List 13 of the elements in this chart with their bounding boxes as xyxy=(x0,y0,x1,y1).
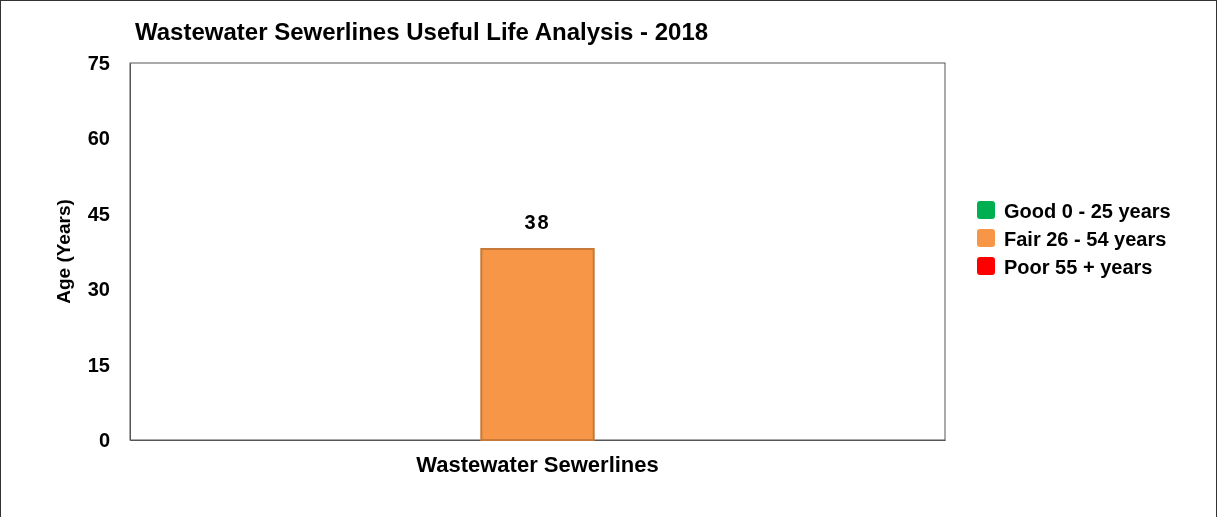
y-tick-label: 60 xyxy=(87,127,110,150)
chart-title: Wastewater Sewerlines Useful Life Analysis - 2018 xyxy=(135,18,709,45)
data-label: 38 xyxy=(524,210,551,233)
legend-label: Poor 55 + years xyxy=(1004,256,1153,278)
y-tick-label: 15 xyxy=(87,353,110,376)
legend-label: Good 0 - 25 years xyxy=(1004,200,1171,222)
y-tick-label: 0 xyxy=(98,428,110,451)
y-tick-label: 75 xyxy=(87,51,110,74)
y-axis-title: Age (Years) xyxy=(53,199,74,304)
y-tick-label: 30 xyxy=(87,278,110,301)
y-tick-label: 45 xyxy=(87,202,110,225)
legend-label: Fair 26 - 54 years xyxy=(1004,228,1167,250)
x-tick-label: Wastewater Sewerlines xyxy=(416,451,659,477)
